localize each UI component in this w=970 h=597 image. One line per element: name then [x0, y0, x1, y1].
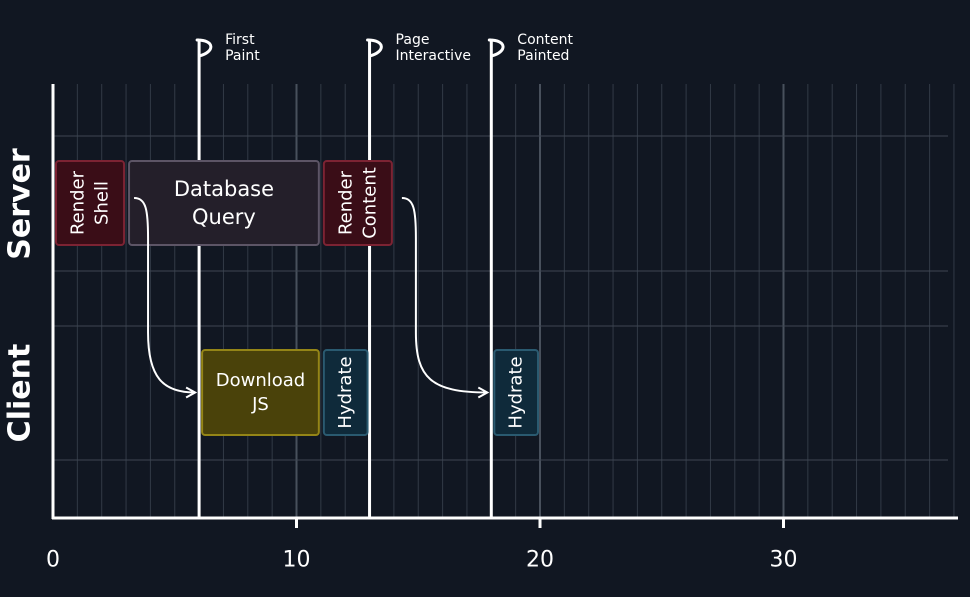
- task-download-js: Download JS: [201, 349, 320, 436]
- x-tick-label: 0: [46, 548, 60, 573]
- task-hydrate-1: Hydrate: [322, 349, 369, 436]
- task-box-hydrate-2: [493, 349, 539, 436]
- task-label-render-shell: Render: [68, 170, 89, 235]
- task-box-database-query: [128, 160, 320, 246]
- task-label-hydrate-1: Hydrate: [335, 356, 356, 428]
- task-render-shell: Render Shell: [55, 160, 126, 246]
- task-label-render-content: Render: [335, 170, 356, 235]
- task-label-database-query: Query: [192, 205, 256, 229]
- task-label-database-query: Database: [174, 177, 274, 201]
- axes: 0 10 20 30: [46, 84, 958, 573]
- milestone-label-first-paint: First: [225, 32, 255, 48]
- arrow-shell-to-download: [133, 197, 195, 393]
- milestone-label-page-interactive: Page: [396, 32, 430, 48]
- milestone-flag-icon: [487, 38, 505, 58]
- milestone-label-content-painted: Content: [517, 32, 573, 48]
- task-hydrate-2: Hydrate: [493, 349, 539, 436]
- milestone-label-first-paint: Paint: [225, 48, 260, 64]
- x-tick-label: 20: [526, 548, 554, 573]
- task-box-download-js: [201, 349, 320, 436]
- task-box-render-content: [322, 160, 393, 246]
- arrow-content-to-hydrate: [401, 197, 487, 393]
- task-box-hydrate-1: [322, 349, 369, 436]
- x-tick-label: 30: [770, 548, 798, 573]
- lane-labels: Server Client: [3, 148, 38, 442]
- milestone-label-content-painted: Painted: [517, 48, 569, 64]
- task-database-query: Database Query: [128, 160, 320, 246]
- task-render-content: Render Content: [322, 160, 393, 246]
- milestone-flag-icon: [366, 38, 383, 58]
- dependency-arrows: [133, 197, 487, 393]
- task-label-render-shell: Shell: [92, 181, 113, 225]
- grid: [53, 84, 955, 518]
- task-label-render-content: Content: [359, 167, 380, 239]
- task-box-render-shell: [55, 160, 126, 246]
- task-label-download-js: Download: [216, 370, 305, 391]
- milestone-label-page-interactive: Interactive: [396, 48, 471, 64]
- x-tick-label: 10: [283, 548, 311, 573]
- task-label-hydrate-2: Hydrate: [506, 356, 527, 428]
- milestone-flag-icon: [195, 38, 213, 58]
- task-label-download-js: JS: [251, 394, 269, 415]
- lane-label-server: Server: [3, 148, 38, 260]
- lane-label-client: Client: [3, 344, 38, 443]
